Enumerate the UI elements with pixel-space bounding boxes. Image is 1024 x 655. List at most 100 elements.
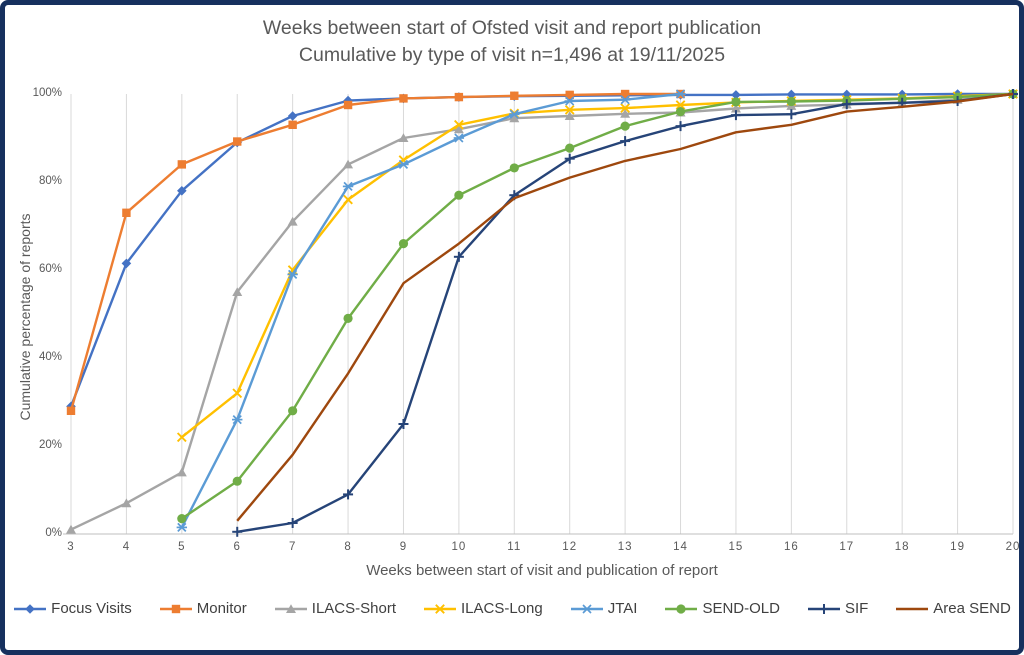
legend-marker-x-icon — [423, 603, 456, 614]
legend-marker-asterisk-icon — [570, 603, 603, 614]
x-axis-title: Weeks between start of visit and publica… — [366, 562, 718, 579]
x-tick-15: 15 — [728, 541, 744, 553]
legend: Focus Visits Monitor ILACS-Short ILACS-Long… — [5, 600, 1019, 617]
legend-marker-plus-icon — [807, 603, 840, 614]
marker-triangle — [121, 498, 132, 508]
chart-title-line2: Cumulative by type of visit n=1,496 at 1… — [298, 44, 726, 66]
marker-asterisk — [675, 89, 686, 99]
series-line-jtai — [180, 92, 681, 528]
marker-x — [176, 432, 187, 443]
marker-square — [565, 90, 574, 100]
marker-plus — [841, 99, 852, 110]
marker-triangle — [564, 111, 575, 120]
marker-circle — [620, 121, 630, 131]
marker-square — [233, 137, 242, 146]
marker-triangle — [730, 103, 741, 113]
marker-diamond — [287, 111, 298, 121]
marker-asterisk — [398, 159, 409, 170]
legend-label: JTAI — [607, 600, 638, 617]
marker-circle — [509, 163, 519, 173]
marker-square — [343, 100, 353, 110]
marker-diamond — [25, 603, 35, 614]
marker-triangle — [620, 109, 631, 118]
series-line-area-send — [236, 92, 1014, 522]
marker-square — [66, 406, 76, 415]
legend-item-area-send: Area SEND — [895, 600, 1011, 617]
marker-plus — [287, 518, 298, 528]
marker-square — [122, 208, 131, 217]
marker-asterisk — [287, 269, 298, 280]
marker-x — [675, 100, 686, 110]
marker-asterisk — [176, 522, 188, 533]
marker-asterisk — [342, 181, 354, 192]
chart-title-line1: Weeks between start of Ofsted visit and … — [262, 17, 762, 39]
series-line-focus-visits — [69, 92, 1013, 407]
y-tick-40%: 40% — [38, 351, 62, 363]
marker-circle — [232, 476, 242, 486]
marker-plus — [398, 419, 409, 429]
marker-x — [454, 119, 464, 130]
x-tick-10: 10 — [451, 541, 467, 553]
marker-asterisk — [619, 95, 631, 105]
marker-plus — [343, 489, 354, 500]
marker-plus — [730, 110, 741, 121]
marker-triangle — [176, 467, 187, 477]
marker-circle — [343, 313, 353, 323]
marker-circle — [454, 190, 464, 200]
legend-label: Monitor — [196, 600, 247, 617]
marker-diamond — [786, 89, 797, 100]
legend-item-ilacs-long: ILACS-Long — [423, 600, 543, 617]
marker-circle — [288, 406, 298, 416]
marker-square — [620, 89, 630, 99]
x-tick-5: 5 — [178, 541, 186, 553]
x-tick-8: 8 — [344, 541, 352, 553]
marker-x — [232, 388, 243, 399]
marker-triangle — [398, 133, 409, 142]
x-tick-20: 20 — [1005, 541, 1021, 553]
marker-plus — [620, 136, 631, 147]
marker-circle — [786, 96, 796, 107]
x-tick-9: 9 — [399, 541, 408, 553]
legend-label: Focus Visits — [51, 600, 132, 617]
marker-plus — [675, 121, 686, 132]
y-tick-0%: 0% — [45, 527, 62, 539]
marker-circle — [731, 97, 741, 107]
x-tick-6: 6 — [233, 541, 241, 553]
marker-x — [564, 104, 575, 115]
series-line-ilacs-short — [70, 92, 1014, 531]
marker-square — [454, 92, 464, 102]
x-tick-17: 17 — [839, 541, 855, 553]
marker-triangle — [453, 124, 464, 134]
legend-marker-triangle-icon — [274, 603, 307, 613]
legend-label: ILACS-Long — [460, 600, 543, 617]
marker-circle — [675, 107, 686, 117]
legend-label: ILACS-Short — [311, 600, 396, 617]
marker-plus — [818, 603, 829, 614]
x-tick-3: 3 — [67, 541, 75, 553]
y-tick-100%: 100% — [32, 87, 62, 99]
y-tick-20%: 20% — [38, 439, 62, 451]
marker-square — [510, 91, 519, 100]
marker-asterisk — [232, 414, 243, 425]
series-line-send-old — [181, 92, 1014, 520]
x-tick-16: 16 — [783, 541, 799, 553]
marker-circle — [565, 143, 575, 153]
marker-asterisk — [453, 133, 465, 143]
marker-asterisk — [509, 109, 520, 119]
marker-circle — [177, 514, 187, 524]
chart-title: Weeks between start of Ofsted visit and … — [5, 15, 1019, 69]
legend-marker-diamond-icon — [14, 603, 47, 614]
marker-asterisk — [581, 603, 592, 614]
x-tick-4: 4 — [122, 541, 131, 553]
x-tick-19: 19 — [950, 541, 965, 553]
y-tick-60%: 60% — [38, 263, 62, 275]
marker-plus — [564, 153, 575, 164]
x-tick-13: 13 — [617, 541, 633, 553]
x-tick-18: 18 — [894, 541, 910, 553]
marker-square — [399, 94, 408, 103]
marker-x — [620, 103, 630, 113]
marker-diamond — [177, 186, 187, 196]
marker-triangle — [343, 159, 354, 169]
marker-square — [288, 120, 297, 129]
